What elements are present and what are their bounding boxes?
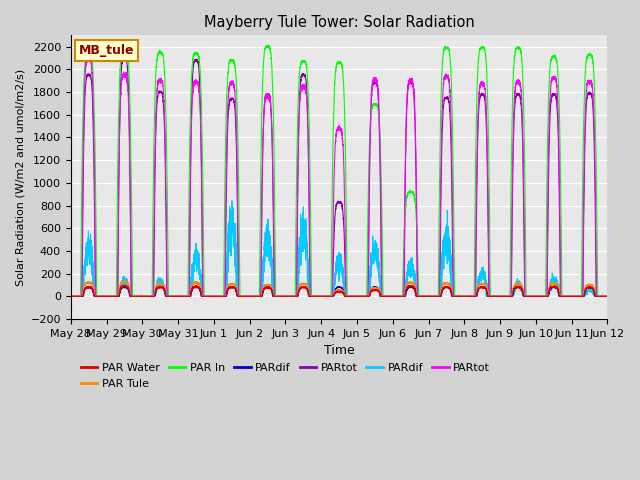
PARtot <box>121 53 129 59</box>
PAR In <box>262 43 270 48</box>
PARdif <box>67 293 75 299</box>
PAR Tule <box>581 286 589 291</box>
PARtot <box>604 293 611 299</box>
PARtot_mag <box>86 53 93 59</box>
Line: PARdif: PARdif <box>71 287 607 296</box>
PARtot_mag <box>604 293 611 299</box>
PARdif <box>321 293 329 299</box>
PARdif_cyan <box>581 291 589 297</box>
PAR In <box>604 293 611 299</box>
PARdif_cyan <box>250 293 257 299</box>
PARdif_cyan <box>321 293 329 299</box>
PAR Water <box>604 293 611 299</box>
PARdif_cyan <box>604 293 611 299</box>
Legend: PAR Water, PAR Tule, PAR In, PARdif, PARtot, PARdif, PARtot: PAR Water, PAR Tule, PAR In, PARdif, PAR… <box>76 359 495 393</box>
PARtot <box>67 293 75 299</box>
PARtot <box>250 293 257 299</box>
Text: MB_tule: MB_tule <box>79 44 134 57</box>
PARdif_cyan <box>474 279 482 285</box>
PAR In <box>67 293 75 299</box>
PAR In <box>321 293 329 299</box>
PARtot_mag <box>67 293 75 299</box>
PARdif <box>250 293 257 299</box>
PARdif <box>575 293 582 299</box>
PAR In <box>581 78 589 84</box>
PAR Water <box>249 293 257 299</box>
PAR Water <box>321 293 328 299</box>
PARtot_mag <box>460 293 467 299</box>
PAR Water <box>460 293 467 299</box>
PARtot <box>321 293 329 299</box>
PARdif_cyan <box>228 198 236 204</box>
PAR Tule <box>321 293 329 299</box>
Line: PARdif_cyan: PARdif_cyan <box>71 201 607 296</box>
PAR Tule <box>460 293 467 299</box>
PAR In <box>474 60 482 65</box>
PARdif <box>474 288 482 293</box>
Line: PARtot: PARtot <box>71 56 607 296</box>
PAR Water <box>406 282 413 288</box>
PAR In <box>460 293 467 299</box>
PARdif <box>226 284 234 289</box>
Line: PAR In: PAR In <box>71 46 607 296</box>
PARtot_mag <box>581 122 589 128</box>
Line: PAR Water: PAR Water <box>71 285 607 296</box>
PAR Tule <box>474 283 482 288</box>
PAR In <box>575 293 582 299</box>
PARtot <box>575 293 582 299</box>
PARtot_mag <box>321 293 329 299</box>
PARtot_mag <box>474 103 482 109</box>
PARdif_cyan <box>575 293 582 299</box>
PARdif <box>460 293 467 299</box>
PARdif_cyan <box>460 293 467 299</box>
PARtot <box>460 293 467 299</box>
PAR Tule <box>604 293 611 299</box>
PAR Water <box>575 293 582 299</box>
PAR Tule <box>575 293 582 299</box>
PAR Water <box>474 287 482 293</box>
PARdif <box>604 293 611 299</box>
PAR In <box>249 293 257 299</box>
Line: PARtot_mag: PARtot_mag <box>71 56 607 296</box>
Y-axis label: Solar Radiation (W/m2 and umol/m2/s): Solar Radiation (W/m2 and umol/m2/s) <box>15 69 25 286</box>
PARdif <box>581 289 589 295</box>
PAR Tule <box>250 293 257 299</box>
X-axis label: Time: Time <box>324 344 355 357</box>
PAR Water <box>67 293 75 299</box>
PARtot <box>474 118 482 124</box>
Line: PAR Tule: PAR Tule <box>71 281 607 296</box>
PARtot_mag <box>250 293 257 299</box>
Title: Mayberry Tule Tower: Solar Radiation: Mayberry Tule Tower: Solar Radiation <box>204 15 474 30</box>
PARtot <box>581 139 589 144</box>
PARdif_cyan <box>67 293 75 299</box>
PAR Tule <box>67 293 75 299</box>
PARtot_mag <box>575 293 582 299</box>
PAR Water <box>581 288 589 293</box>
PAR Tule <box>121 278 129 284</box>
